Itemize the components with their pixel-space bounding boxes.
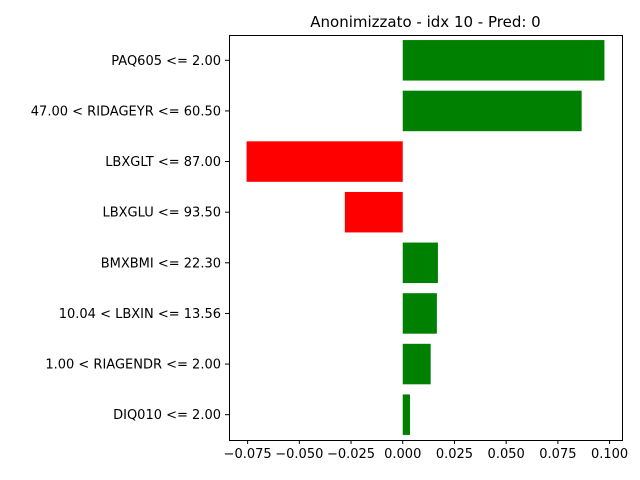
plot-frame (229, 35, 623, 441)
x-axis: −0.075 −0.050 −0.025 0.000 0.025 0.050 0.075 0.… (224, 440, 628, 462)
y-tick-label-3: LBXGLU <= 93.50 (102, 206, 221, 221)
bar-2 (246, 141, 403, 182)
bar-3 (344, 191, 403, 233)
bar-0 (402, 40, 605, 81)
y-tick-label-7: DIQ010 <= 2.00 (113, 408, 221, 423)
bar-4 (402, 242, 438, 284)
bar-7 (402, 394, 410, 435)
x-tick-label-4: 0.025 (436, 447, 473, 462)
bar-1 (402, 90, 582, 132)
x-tick-label-7: 0.100 (591, 447, 628, 462)
x-tick-label-3: 0.000 (384, 447, 421, 462)
y-tick-label-5: 10.04 < LBXIN <= 13.56 (59, 307, 221, 322)
x-tick-label-5: 0.050 (488, 447, 525, 462)
y-tick-label-0: PAQ605 <= 2.00 (111, 54, 221, 69)
chart-title: Anonimizzato - idx 10 - Pred: 0 (310, 13, 540, 31)
y-tick-label-6: 1.00 < RIAGENDR <= 2.00 (45, 358, 221, 373)
x-tick-label-6: 0.075 (539, 447, 576, 462)
y-tick-label-1: 47.00 < RIDAGEYR <= 60.50 (31, 104, 221, 119)
x-tick-label-2: −0.025 (327, 447, 375, 462)
y-tick-label-2: LBXGLT <= 87.00 (105, 155, 221, 170)
y-axis: PAQ605 <= 2.00 47.00 < RIDAGEYR <= 60.50 L… (31, 54, 229, 423)
x-tick-label-1: −0.050 (275, 447, 323, 462)
bar-5 (402, 293, 437, 334)
bar-6 (402, 343, 431, 385)
x-tick-label-0: −0.075 (224, 447, 272, 462)
y-tick-label-4: BMXBMI <= 22.30 (101, 256, 221, 271)
bars-group (246, 40, 605, 435)
